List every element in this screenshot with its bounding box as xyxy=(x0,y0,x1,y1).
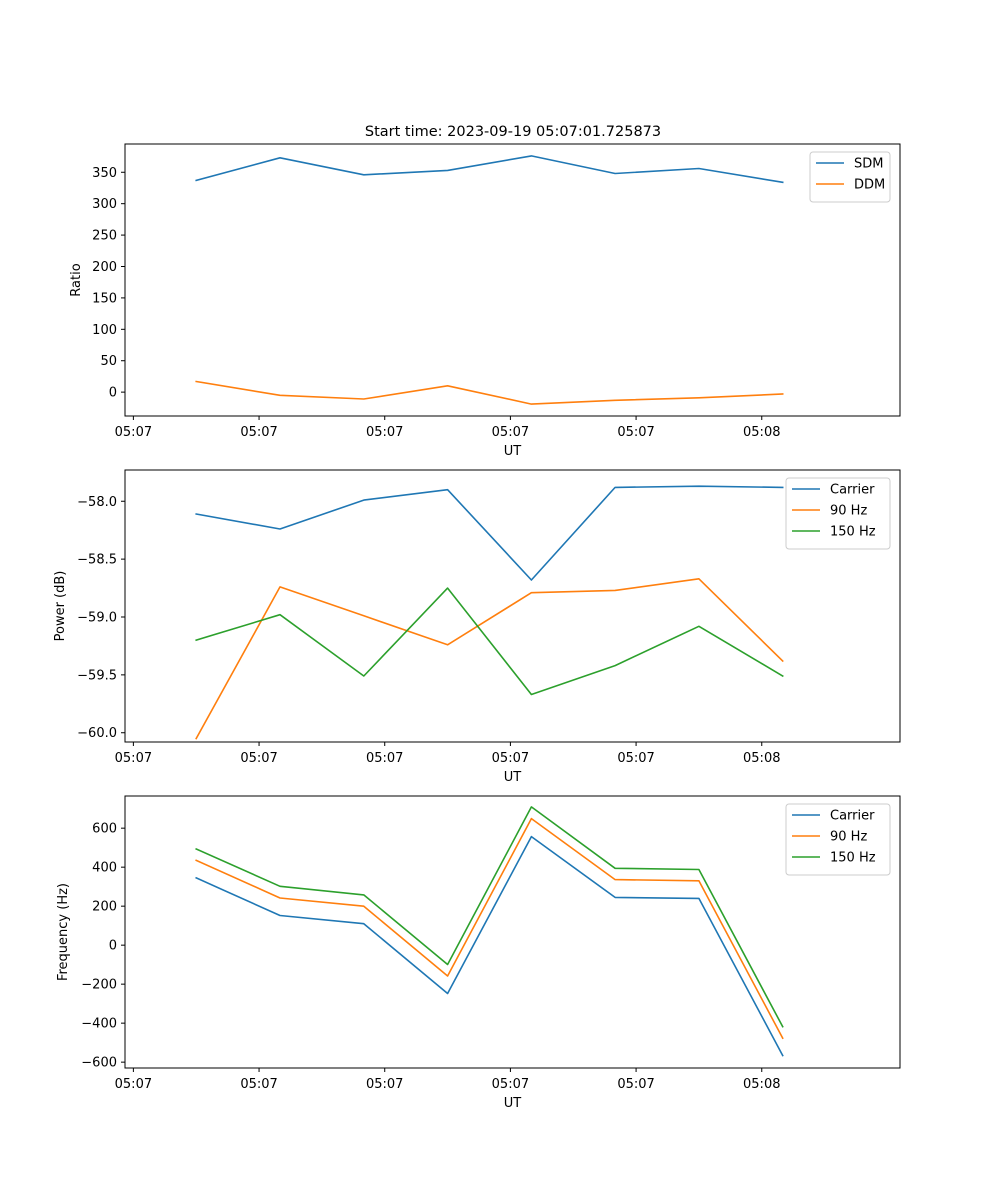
power-series-carrier xyxy=(195,485,784,581)
frequency-legend-label: 90 Hz xyxy=(830,830,867,845)
figure-title: Start time: 2023-09-19 05:07:01.725873 xyxy=(365,124,661,140)
ratio-y-tick-label: 200 xyxy=(92,260,117,275)
ratio-series-sdm xyxy=(195,155,784,184)
frequency-x-tick-label: 05:07 xyxy=(492,1077,529,1092)
power-panel: 05:07 05:07 05:07 05:07 05:07 05:08 −60.0 −59.5… xyxy=(53,469,901,785)
ratio-y-tick-label: 150 xyxy=(92,291,117,306)
frequency-y-tick-label: 400 xyxy=(92,861,117,876)
ratio-legend-label: SDM xyxy=(854,157,883,172)
power-legend-label: Carrier xyxy=(830,483,875,498)
ratio-axes-frame xyxy=(124,143,901,417)
power-legend: Carrier 90 Hz 150 Hz xyxy=(785,477,891,550)
power-y-tick-label: −59.0 xyxy=(77,610,117,625)
power-legend-label: 90 Hz xyxy=(830,504,867,519)
frequency-y-tick-label: 200 xyxy=(92,900,117,915)
power-x-tick-label: 05:07 xyxy=(115,751,152,766)
power-x-tick-label: 05:07 xyxy=(492,751,529,766)
ratio-y-tick-label: 350 xyxy=(92,166,117,181)
ratio-y-tick-label: 0 xyxy=(109,386,117,401)
power-x-tick-label: 05:07 xyxy=(240,751,277,766)
power-series-150-hz xyxy=(195,587,784,696)
frequency-y-tick-label: 0 xyxy=(109,939,117,954)
power-series-90-hz xyxy=(195,577,784,740)
power-y-tick-label: −59.5 xyxy=(77,668,117,683)
frequency-x-tick-label: 05:07 xyxy=(617,1077,654,1092)
ratio-y-tick-label: 100 xyxy=(92,323,117,338)
ratio-x-axis-label: UT xyxy=(504,444,522,459)
ratio-y-axis-label: Ratio xyxy=(69,263,84,296)
frequency-series-carrier xyxy=(195,835,784,1057)
power-axes-frame xyxy=(124,469,901,743)
ratio-x-tick-label: 05:08 xyxy=(743,425,780,440)
ratio-legend-label: DDM xyxy=(854,178,885,193)
ratio-y-tick-label: 250 xyxy=(92,229,117,244)
ratio-x-tick-label: 05:07 xyxy=(366,425,403,440)
frequency-legend: Carrier 90 Hz 150 Hz xyxy=(785,803,891,876)
frequency-legend-label: 150 Hz xyxy=(830,851,876,866)
frequency-series-90-hz xyxy=(195,817,784,1040)
ratio-panel: 05:07 05:07 05:07 05:07 05:07 05:08 0 50 100 150 2… xyxy=(69,143,901,459)
ratio-legend: SDM DDM xyxy=(809,151,891,203)
frequency-x-tick-label: 05:07 xyxy=(366,1077,403,1092)
frequency-y-tick-label: −600 xyxy=(81,1056,117,1071)
ratio-series-ddm xyxy=(195,380,784,405)
power-y-tick-label: −58.5 xyxy=(77,553,117,568)
frequency-legend-label: Carrier xyxy=(830,809,875,824)
ratio-x-tick-label: 05:07 xyxy=(492,425,529,440)
frequency-x-tick-label: 05:07 xyxy=(240,1077,277,1092)
frequency-y-tick-label: 600 xyxy=(92,822,117,837)
frequency-y-tick-label: −400 xyxy=(81,1017,117,1032)
frequency-x-tick-label: 05:07 xyxy=(115,1077,152,1092)
frequency-x-tick-label: 05:08 xyxy=(743,1077,780,1092)
power-y-tick-label: −60.0 xyxy=(77,726,117,741)
frequency-x-axis-label: UT xyxy=(504,1096,522,1111)
power-y-axis-label: Power (dB) xyxy=(53,571,68,642)
ratio-x-tick-label: 05:07 xyxy=(115,425,152,440)
power-x-axis-label: UT xyxy=(504,770,522,785)
frequency-axes-frame xyxy=(124,795,901,1069)
frequency-series-150-hz xyxy=(195,806,784,1028)
ratio-x-tick-label: 05:07 xyxy=(240,425,277,440)
power-y-tick-label: −58.0 xyxy=(77,495,117,510)
ratio-legend-box xyxy=(809,151,891,203)
power-x-tick-label: 05:07 xyxy=(617,751,654,766)
frequency-panel: 05:07 05:07 05:07 05:07 05:07 05:08 −600 −400 −2… xyxy=(56,795,901,1111)
ratio-y-tick-label: 300 xyxy=(92,197,117,212)
ratio-y-tick-label: 50 xyxy=(100,354,117,369)
power-legend-label: 150 Hz xyxy=(830,525,876,540)
frequency-y-axis-label: Frequency (Hz) xyxy=(56,883,71,981)
frequency-y-tick-label: −200 xyxy=(81,978,117,993)
power-x-tick-label: 05:08 xyxy=(743,751,780,766)
ratio-x-tick-label: 05:07 xyxy=(617,425,654,440)
power-x-tick-label: 05:07 xyxy=(366,751,403,766)
